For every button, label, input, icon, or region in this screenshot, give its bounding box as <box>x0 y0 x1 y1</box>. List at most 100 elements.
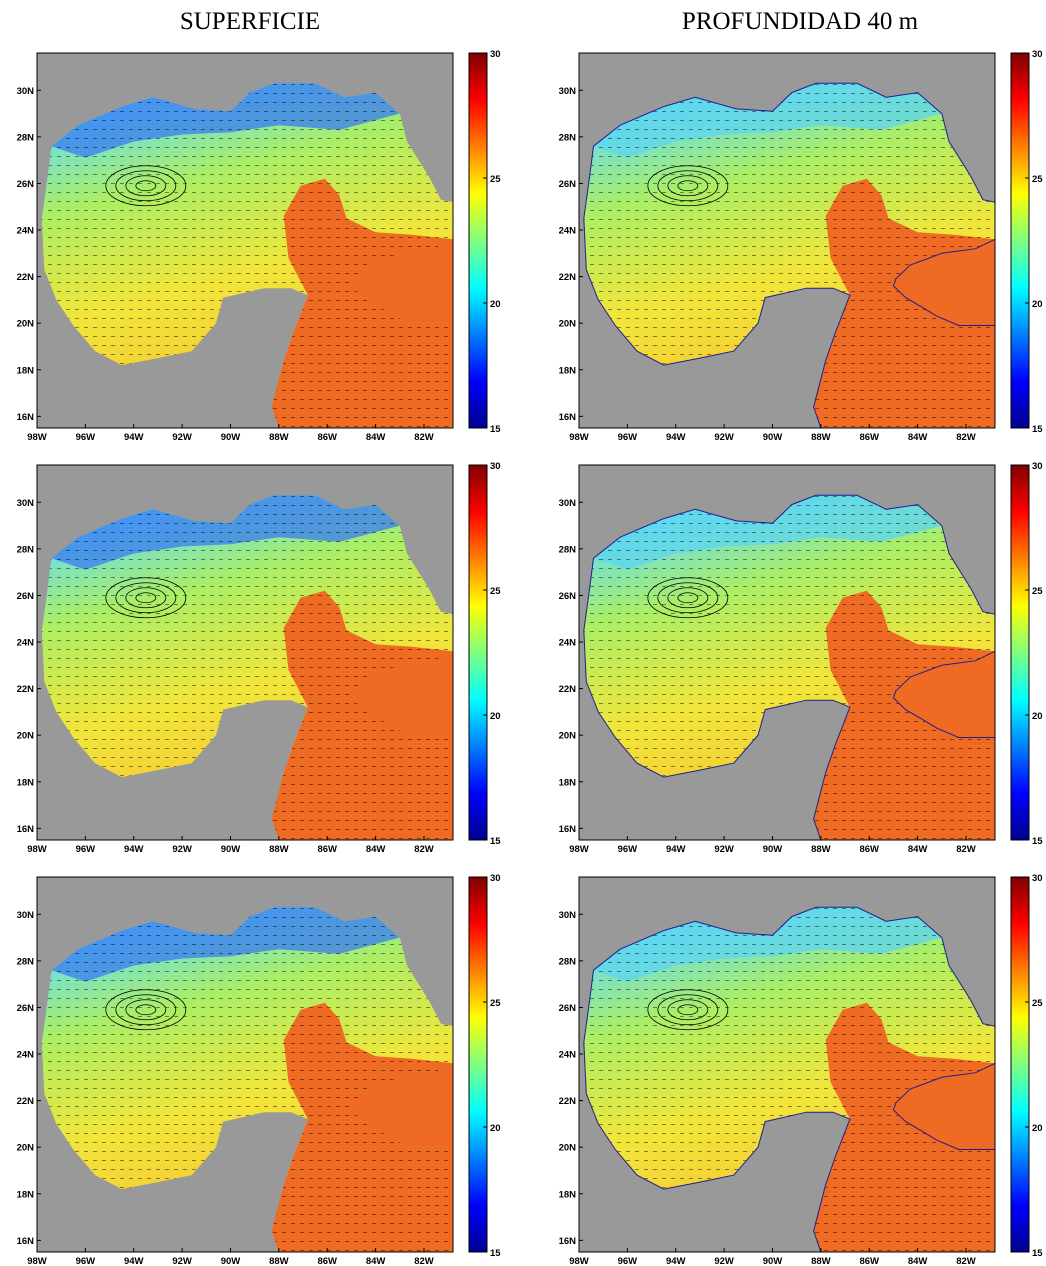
lon-tick-label: 96W <box>76 844 96 855</box>
eddy-streamline <box>677 1004 699 1016</box>
lon-tick-label: 84W <box>366 432 386 443</box>
lat-tick-label: 30N <box>17 86 35 97</box>
lon-tick-label: 86W <box>317 432 337 443</box>
lat-tick-label: 24N <box>559 638 577 649</box>
colorbar <box>1010 52 1030 429</box>
eddy-streamline <box>667 999 709 1021</box>
lat-tick-label: 16N <box>559 824 577 835</box>
lon-tick-label: 94W <box>124 1256 144 1266</box>
lat-tick-label: 26N <box>559 591 577 602</box>
lat-tick-label: 22N <box>559 684 577 695</box>
eddy-streamline <box>677 592 699 604</box>
colorbar-tick-label: 25 <box>1032 174 1043 185</box>
lat-tick-label: 26N <box>559 179 577 190</box>
eddy-streamline <box>657 994 719 1026</box>
eddy-streamline <box>125 587 167 609</box>
colorbar-tick-label: 20 <box>1032 711 1043 722</box>
lon-tick-label: 92W <box>172 432 192 443</box>
eddy-streamline <box>657 170 719 202</box>
lon-tick-label: 96W <box>76 1256 96 1266</box>
eddy-streamline <box>135 1004 157 1016</box>
lon-tick-label: 96W <box>618 844 638 855</box>
colorbar-tick-label: 30 <box>1032 873 1043 884</box>
colorbar-tick-label: 25 <box>1032 586 1043 597</box>
colorbar-tick-label: 15 <box>490 1248 501 1259</box>
lat-tick-label: 20N <box>17 731 35 742</box>
map-panel: 30N 28N 26N 24N 22N 20N 18N 16N 98W 96W 94W 92W 90W 8… <box>17 873 502 1266</box>
colorbar-tick-label: 30 <box>490 461 501 472</box>
velocity-vectors <box>583 907 995 1252</box>
colorbar-tick-label: 25 <box>490 998 501 1009</box>
lat-tick-label: 20N <box>17 319 35 330</box>
colorbar <box>1010 876 1030 1253</box>
lat-tick-label: 18N <box>559 1189 577 1200</box>
lon-tick-label: 86W <box>859 1256 879 1266</box>
lat-tick-label: 28N <box>17 544 35 555</box>
coastline <box>583 906 995 1252</box>
colorbar <box>468 464 488 841</box>
lat-tick-label: 24N <box>559 1050 577 1061</box>
colorbar-tick-label: 30 <box>490 49 501 60</box>
map-frame <box>578 876 996 1253</box>
lat-tick-label: 30N <box>17 498 35 509</box>
column-title-profundidad: PROFUNDIDAD 40 m <box>681 8 919 35</box>
colorbar-tick-label: 30 <box>1032 49 1043 60</box>
lon-tick-label: 82W <box>956 1256 976 1266</box>
lat-tick-label: 16N <box>559 412 577 423</box>
lat-tick-label: 20N <box>559 731 577 742</box>
map-frame <box>36 464 454 841</box>
lon-tick-label: 92W <box>172 844 192 855</box>
map-frame <box>578 464 996 841</box>
lon-tick-label: 96W <box>618 432 638 443</box>
lat-tick-label: 28N <box>559 132 577 143</box>
lat-tick-label: 16N <box>17 1236 35 1247</box>
lat-tick-label: 26N <box>17 1003 35 1014</box>
lon-tick-label: 84W <box>908 432 928 443</box>
lon-tick-label: 90W <box>221 432 241 443</box>
eddy-streamline <box>667 587 709 609</box>
lon-tick-label: 88W <box>811 1256 831 1266</box>
lon-tick-label: 86W <box>317 1256 337 1266</box>
colorbar <box>1010 464 1030 841</box>
coastline <box>583 82 995 428</box>
map-panel: 30N 28N 26N 24N 22N 20N 18N 16N 98W 96W 94W 92W 90W 8… <box>559 461 1044 855</box>
lat-tick-label: 18N <box>17 1189 35 1200</box>
lon-tick-label: 84W <box>366 844 386 855</box>
lon-tick-label: 82W <box>414 1256 434 1266</box>
lat-tick-label: 22N <box>17 272 35 283</box>
lon-tick-label: 90W <box>763 1256 783 1266</box>
lon-tick-label: 90W <box>763 432 783 443</box>
lat-tick-label: 22N <box>17 1096 35 1107</box>
lat-tick-label: 22N <box>559 1096 577 1107</box>
lat-tick-label: 18N <box>17 365 35 376</box>
map-panel: 30N 28N 26N 24N 22N 20N 18N 16N 98W 96W 94W 92W 90W 8… <box>17 461 502 855</box>
lat-tick-label: 30N <box>17 910 35 921</box>
lat-tick-label: 26N <box>559 1003 577 1014</box>
colorbar <box>468 876 488 1253</box>
lat-tick-label: 18N <box>559 365 577 376</box>
lat-tick-label: 16N <box>17 824 35 835</box>
eddy-streamline <box>115 170 177 202</box>
lat-tick-label: 28N <box>559 544 577 555</box>
lon-tick-label: 94W <box>124 844 144 855</box>
map-frame <box>36 876 454 1253</box>
map-panel: 30N 28N 26N 24N 22N 20N 18N 16N 98W 96W 94W 92W 90W 8… <box>17 49 502 443</box>
lon-tick-label: 98W <box>569 432 589 443</box>
lon-tick-label: 88W <box>811 844 831 855</box>
lat-tick-label: 28N <box>559 956 577 967</box>
lat-tick-label: 24N <box>17 1050 35 1061</box>
eddy-streamline <box>105 989 187 1031</box>
eddy-streamline <box>105 165 187 207</box>
lon-tick-label: 90W <box>763 844 783 855</box>
lon-tick-label: 82W <box>414 432 434 443</box>
colorbar-tick-label: 25 <box>1032 998 1043 1009</box>
lat-tick-label: 20N <box>559 1143 577 1154</box>
map-panel: 30N 28N 26N 24N 22N 20N 18N 16N 98W 96W 94W 92W 90W 8… <box>559 49 1044 443</box>
lon-tick-label: 82W <box>414 844 434 855</box>
lat-tick-label: 22N <box>559 272 577 283</box>
colorbar-tick-label: 30 <box>490 873 501 884</box>
lon-tick-label: 88W <box>269 1256 289 1266</box>
colorbar-tick-label: 15 <box>1032 1248 1043 1259</box>
lon-tick-label: 96W <box>76 432 96 443</box>
colorbar-tick-label: 15 <box>490 424 501 435</box>
